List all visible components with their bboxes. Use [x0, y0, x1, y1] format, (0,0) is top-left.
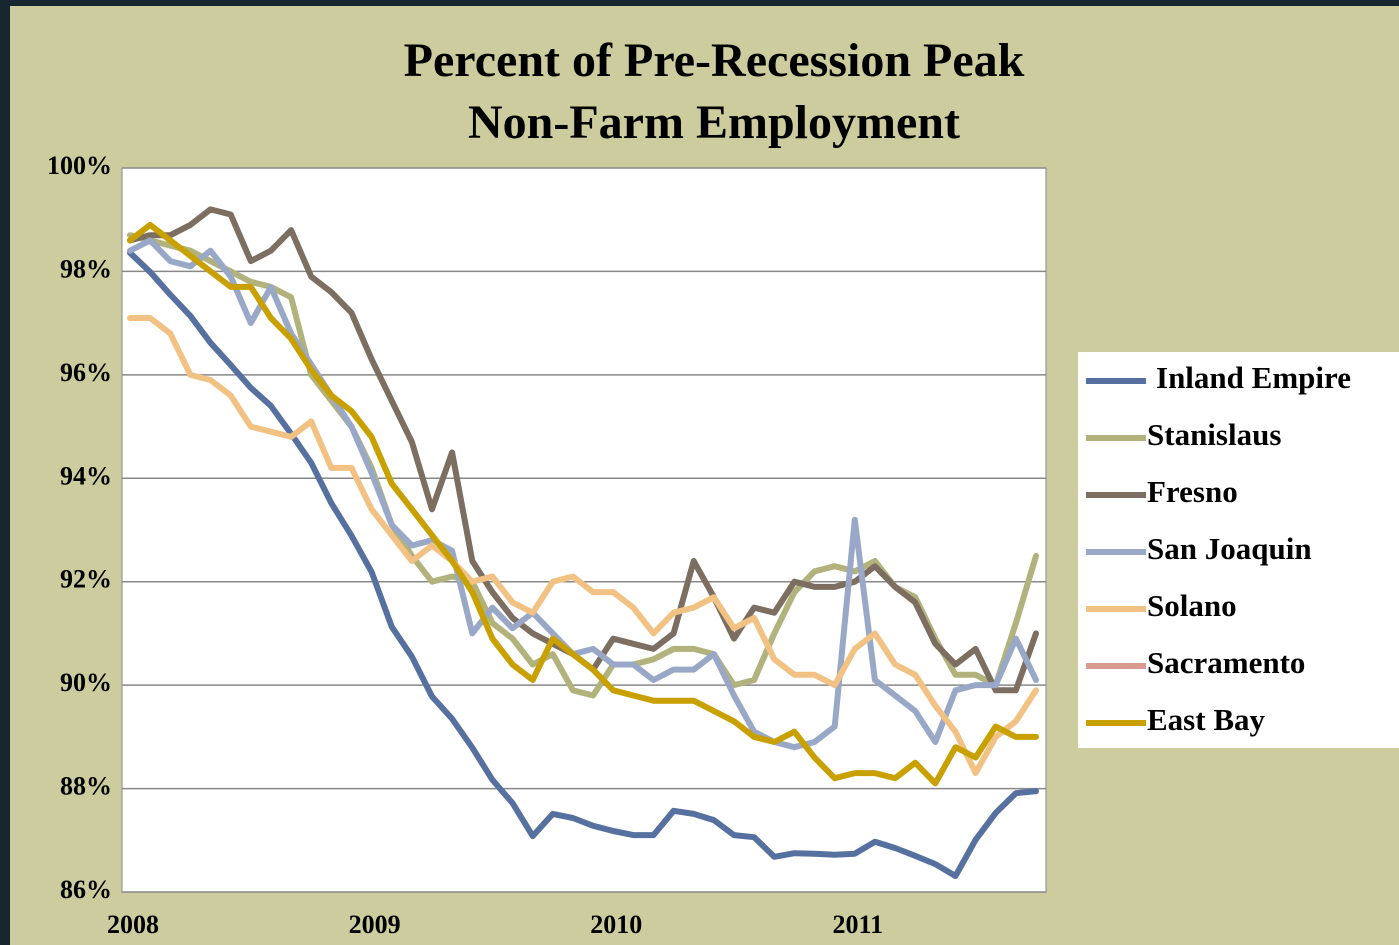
legend-label: Fresno — [1147, 474, 1238, 509]
x-tick-label: 2009 — [349, 910, 401, 939]
x-tick-label: 2010 — [590, 910, 642, 939]
plot-area — [121, 167, 1047, 893]
series-line — [127, 315, 1039, 777]
legend-label: East Bay — [1147, 702, 1265, 737]
y-tick-label: 86% — [60, 875, 112, 904]
chart-title: Percent of Pre-Recession Peak — [404, 34, 1025, 87]
legend-label: San Joaquin — [1147, 531, 1312, 566]
y-tick-label: 100% — [47, 151, 112, 180]
series-line — [127, 249, 1039, 879]
x-tick-label: 2011 — [833, 910, 884, 939]
series-line — [127, 221, 1039, 787]
y-tick-label: 94% — [60, 461, 112, 490]
y-tick-label: 90% — [60, 668, 112, 697]
legend-label: Stanislaus — [1147, 417, 1281, 452]
y-tick-label: 98% — [60, 254, 112, 283]
y-tick-label: 96% — [60, 358, 112, 387]
series-line — [127, 237, 1039, 751]
legend-label: Solano — [1147, 588, 1237, 623]
y-tick-label: 92% — [60, 565, 112, 594]
x-tick-label: 2008 — [107, 910, 159, 939]
legend-label: Inland Empire — [1156, 360, 1351, 395]
chart-title: Non-Farm Employment — [468, 96, 960, 149]
y-tick-label: 88% — [60, 772, 112, 801]
legend-label: Sacramento — [1147, 645, 1305, 680]
